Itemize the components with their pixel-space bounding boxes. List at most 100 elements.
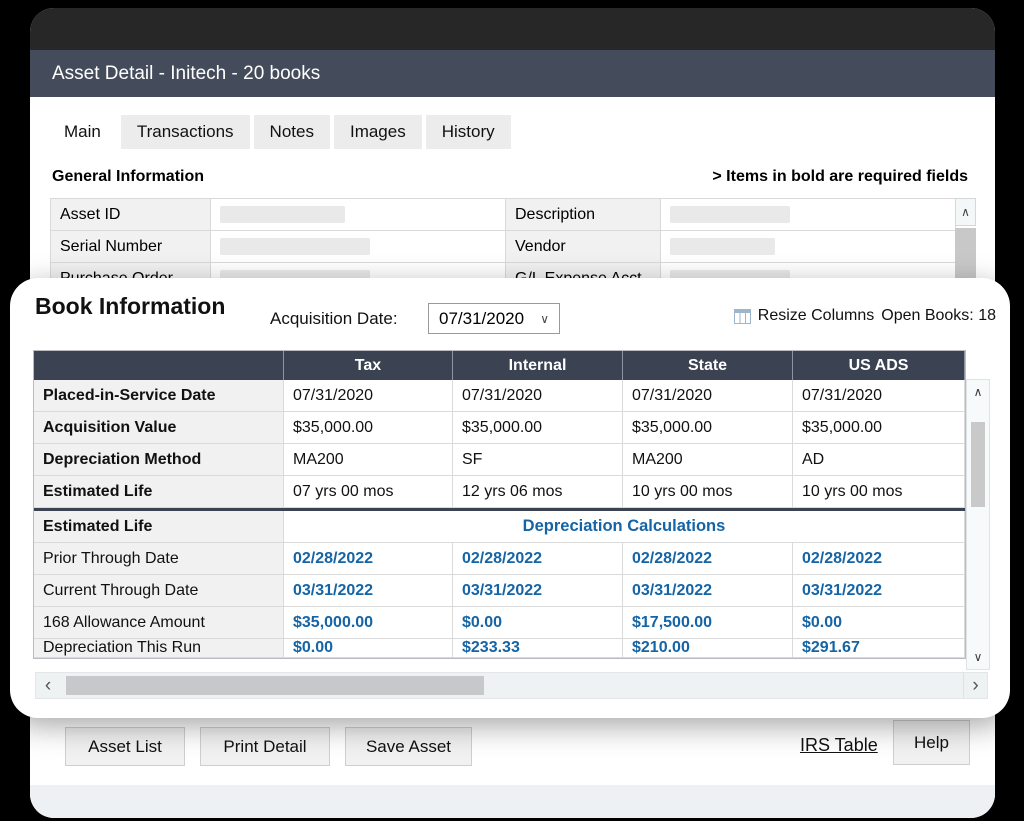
book-information-title: Book Information [35,293,226,319]
tab-notes[interactable]: Notes [253,115,330,149]
table-cell[interactable]: 07/31/2020 [453,380,623,412]
print-detail-button[interactable]: Print Detail [200,727,330,766]
save-asset-button[interactable]: Save Asset [345,727,472,766]
table-cell: 03/31/2022 [453,575,623,607]
table-cell: 02/28/2022 [623,543,793,575]
book-table: Tax Internal State US ADS Placed-in-Serv… [33,350,966,659]
table-cell: 02/28/2022 [793,543,965,575]
row-label: 168 Allowance Amount [34,607,284,639]
book-information-panel: Book Information Acquisition Date: 07/31… [10,278,1010,718]
table-cell: $0.00 [793,607,965,639]
table-cell[interactable]: 07 yrs 00 mos [284,476,453,508]
scroll-left-icon: ‹ [44,674,52,696]
book-table-horizontal-scrollbar[interactable]: ‹ › [35,672,988,699]
general-info-scroll-up-button[interactable]: ∧ [955,198,976,226]
scroll-left-button[interactable]: ‹ [36,673,60,698]
asset-list-button[interactable]: Asset List [65,727,185,766]
table-cell[interactable]: AD [793,444,965,476]
table-cell[interactable]: $35,000.00 [623,412,793,444]
scroll-up-button[interactable]: ∧ [967,380,989,404]
help-button[interactable]: Help [893,720,970,765]
table-cell[interactable]: SF [453,444,623,476]
vendor-field[interactable] [661,231,956,263]
open-books-status: Open Books: 18 [881,307,996,324]
redacted-value [670,206,790,223]
table-cell: $35,000.00 [284,607,453,639]
table-cell: $233.33 [453,639,623,658]
table-cell[interactable]: 10 yrs 00 mos [623,476,793,508]
tab-bar: Main Transactions Notes Images History [48,115,511,149]
scroll-up-icon: ∧ [961,205,970,219]
chevron-down-icon: ∨ [540,311,549,326]
column-header-tax[interactable]: Tax [284,351,453,380]
scroll-right-button[interactable]: › [963,673,987,698]
general-information-heading: General Information [52,168,205,185]
table-cell: 03/31/2022 [793,575,965,607]
table-cell: 02/28/2022 [284,543,453,575]
row-label: Depreciation Method [34,444,284,476]
row-label: Acquisition Value [34,412,284,444]
window-titlebar: Asset Detail - Initech - 20 books [30,50,995,97]
scroll-down-button[interactable]: ∨ [967,645,989,669]
table-cell[interactable]: $35,000.00 [284,412,453,444]
redacted-value [670,238,775,255]
redacted-value [220,206,345,223]
description-field[interactable] [661,199,956,231]
table-cell: 02/28/2022 [453,543,623,575]
table-cell[interactable]: MA200 [284,444,453,476]
row-label: Estimated Life [34,476,284,508]
window-title: Asset Detail - Initech - 20 books [52,62,321,84]
row-label: Estimated Life [34,511,284,543]
table-cell[interactable]: 07/31/2020 [623,380,793,412]
book-table-corner-header [34,351,284,380]
redacted-value [220,238,370,255]
general-info-scrollbar-thumb[interactable] [955,228,976,290]
table-cell: $210.00 [623,639,793,658]
scroll-up-icon: ∧ [973,385,983,399]
table-cell: $291.67 [793,639,965,658]
column-header-internal[interactable]: Internal [453,351,623,380]
table-cell[interactable]: $35,000.00 [453,412,623,444]
irs-table-link[interactable]: IRS Table [800,735,878,755]
acquisition-date-select[interactable]: 07/31/2020 ∨ [428,303,560,334]
window-top-strip [30,8,995,50]
resize-columns-button[interactable]: Resize Columns [757,307,875,324]
column-header-us-ads[interactable]: US ADS [793,351,965,380]
table-cell[interactable]: 07/31/2020 [284,380,453,412]
tab-main[interactable]: Main [48,115,117,149]
scroll-right-icon: › [972,674,979,696]
row-label: Placed-in-Service Date [34,380,284,412]
row-label: Prior Through Date [34,543,284,575]
table-cell[interactable]: $35,000.00 [793,412,965,444]
table-cell: $0.00 [284,639,453,658]
asset-id-field[interactable] [211,199,506,231]
table-cell: $17,500.00 [623,607,793,639]
table-cell: 03/31/2022 [623,575,793,607]
row-label: Current Through Date [34,575,284,607]
tab-history[interactable]: History [425,115,511,149]
required-fields-note: > Items in bold are required fields [712,168,968,185]
tab-transactions[interactable]: Transactions [120,115,250,149]
vertical-scrollbar-thumb[interactable] [971,422,985,507]
field-label-description: Description [506,199,661,231]
column-header-state[interactable]: State [623,351,793,380]
table-cell[interactable]: 07/31/2020 [793,380,965,412]
tab-images[interactable]: Images [333,115,422,149]
field-label-vendor: Vendor [506,231,661,263]
serial-number-field[interactable] [211,231,506,263]
field-label-asset-id: Asset ID [51,199,211,231]
window-footer-band [30,785,995,818]
row-label: Depreciation This Run [34,639,284,658]
horizontal-scrollbar-thumb[interactable] [66,676,484,695]
table-cell[interactable]: 10 yrs 00 mos [793,476,965,508]
acquisition-date-value: 07/31/2020 [439,308,525,328]
depreciation-calculations-header: Depreciation Calculations [284,511,965,543]
field-label-serial-number: Serial Number [51,231,211,263]
table-cell: $0.00 [453,607,623,639]
table-cell[interactable]: 12 yrs 06 mos [453,476,623,508]
table-cell[interactable]: MA200 [623,444,793,476]
acquisition-date-label: Acquisition Date: [270,309,398,328]
scroll-down-icon: ∨ [973,650,983,664]
book-table-vertical-scrollbar[interactable]: ∧ ∨ [966,379,990,670]
